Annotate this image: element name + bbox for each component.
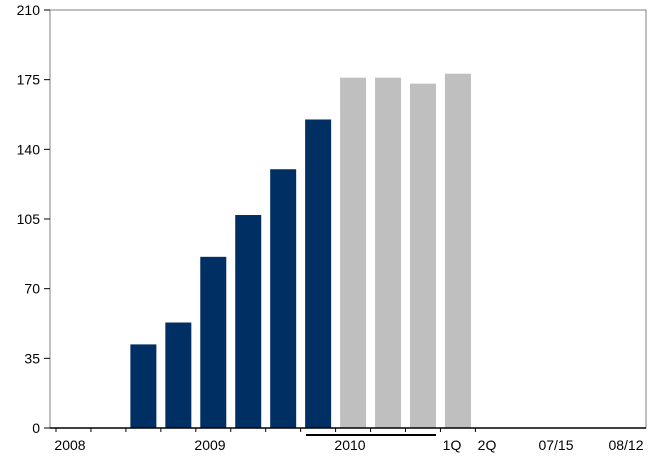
y-tick-label: 210 <box>17 2 41 18</box>
bar <box>444 73 471 428</box>
x-tick-label: 2010 <box>334 437 365 453</box>
y-tick-label: 140 <box>17 141 41 157</box>
bar <box>409 83 436 429</box>
bar <box>165 322 192 428</box>
x-tick-label: 2009 <box>194 437 225 453</box>
y-tick-label: 175 <box>17 72 41 88</box>
bar <box>200 256 227 428</box>
y-tick-label: 0 <box>32 420 40 436</box>
bar <box>130 344 157 428</box>
y-tick-label: 105 <box>17 211 41 227</box>
bar <box>375 77 402 429</box>
x-tick-label: 07/15 <box>538 437 573 453</box>
y-tick-label: 35 <box>24 350 40 366</box>
x-tick-label: 08/12 <box>608 437 643 453</box>
x-tick-label: 2008 <box>54 437 85 453</box>
bars <box>130 73 471 429</box>
x-tick-label: 2Q <box>478 437 497 453</box>
y-tick-label: 70 <box>24 281 40 297</box>
bar <box>270 169 297 429</box>
y-axis: 0 35 70 105 140 175 210 <box>17 2 50 436</box>
bar <box>305 119 332 428</box>
x-tick-label: 1Q <box>443 437 462 453</box>
bar <box>235 215 262 428</box>
x-axis: 2008 2009 2010 1Q 2Q 07/15 08/12 <box>54 428 644 453</box>
bar <box>340 77 367 429</box>
